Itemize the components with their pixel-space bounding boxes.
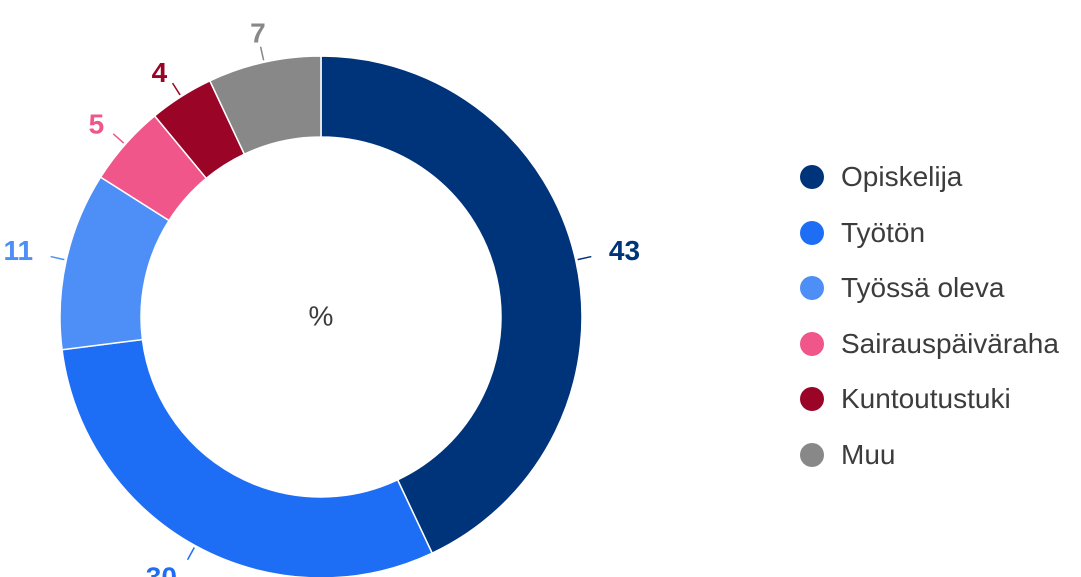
legend-swatch xyxy=(800,165,824,189)
legend-swatch xyxy=(800,387,824,411)
legend-label: Kuntoutustuki xyxy=(841,383,1011,414)
center-label: % xyxy=(309,300,334,331)
legend-item: Sairauspäiväraha xyxy=(800,321,1059,367)
legend-label: Muu xyxy=(841,438,896,470)
donut-slice-opiskelija xyxy=(320,55,583,555)
donut-slices xyxy=(59,55,583,577)
legend-swatch xyxy=(800,442,824,467)
label-connector xyxy=(50,255,65,261)
legend-swatch xyxy=(800,331,824,356)
legend-swatch xyxy=(800,220,824,245)
legend-item: Kuntoutustuki xyxy=(800,376,1059,422)
data-label: 30 xyxy=(146,561,177,577)
data-label: 11 xyxy=(3,235,33,266)
legend-swatch xyxy=(800,276,824,300)
label-connector xyxy=(259,46,265,61)
legend-label: Opiskelija xyxy=(841,161,963,192)
donut-chart: 43 30 11 5 4 7 % xyxy=(3,17,640,577)
legend-item: Työssä oleva xyxy=(800,265,1059,311)
legend-item: Työtön xyxy=(800,210,1059,256)
donut-slice-muu xyxy=(208,55,322,156)
data-labels: 43 30 11 5 4 7 xyxy=(3,17,640,577)
data-label: 43 xyxy=(609,235,640,266)
legend-label: Työtön xyxy=(841,216,926,248)
label-connector xyxy=(577,255,592,261)
legend: Opiskelija Työtön Työssä oleva Sairauspäivä… xyxy=(800,154,1059,487)
donut-slice-ty-t-n xyxy=(61,338,434,577)
data-label: 4 xyxy=(152,57,168,88)
data-label: 7 xyxy=(250,17,266,48)
label-connector xyxy=(112,133,125,144)
legend-label: Sairauspäiväraha xyxy=(841,327,1059,359)
legend-item: Opiskelija xyxy=(800,154,1059,200)
label-connector xyxy=(171,82,181,96)
label-connector xyxy=(186,547,195,561)
data-label: 5 xyxy=(89,108,105,139)
legend-label: Työssä oleva xyxy=(841,272,1005,303)
legend-item: Muu xyxy=(800,432,1059,478)
